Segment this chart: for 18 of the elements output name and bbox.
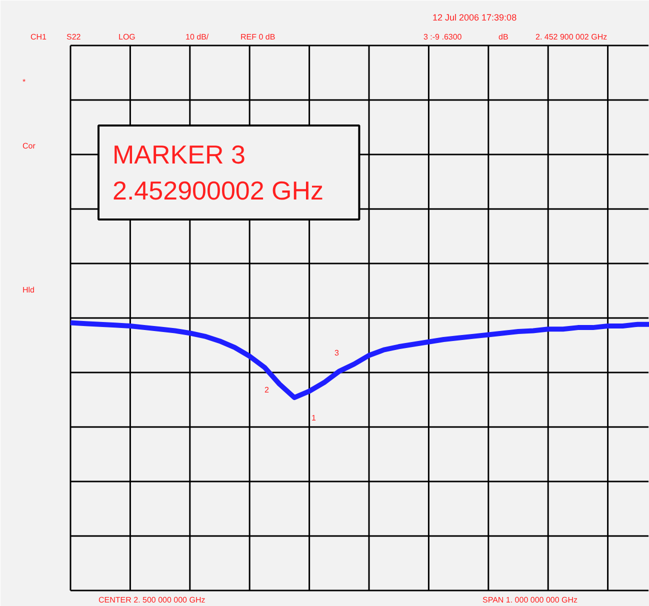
text: LOG xyxy=(118,32,136,42)
text: * xyxy=(22,78,26,86)
annotation: 2 xyxy=(264,386,270,394)
text: 10 dB/ xyxy=(186,32,210,42)
text: 12 Jul 2006 17:39:08 xyxy=(432,12,517,22)
text: MARKER 3 2.452900002 GHz xyxy=(112,140,324,206)
text: S22 xyxy=(66,32,82,42)
text: CENTER 2. 500 000 000 GHz xyxy=(98,596,206,604)
text: Hld xyxy=(22,286,35,294)
text: 2. 452 900 002 GHz xyxy=(536,32,608,42)
text: dB xyxy=(498,32,508,42)
text: CH1 xyxy=(30,32,48,42)
text: 3 :-9 .6300 xyxy=(424,32,462,42)
text: SPAN 1. 000 000 000 GHz xyxy=(482,596,578,604)
text: REF 0 dB xyxy=(240,32,276,42)
text: 1 xyxy=(312,414,316,422)
text: Cor xyxy=(22,142,36,150)
annotation: 3 xyxy=(334,348,340,358)
